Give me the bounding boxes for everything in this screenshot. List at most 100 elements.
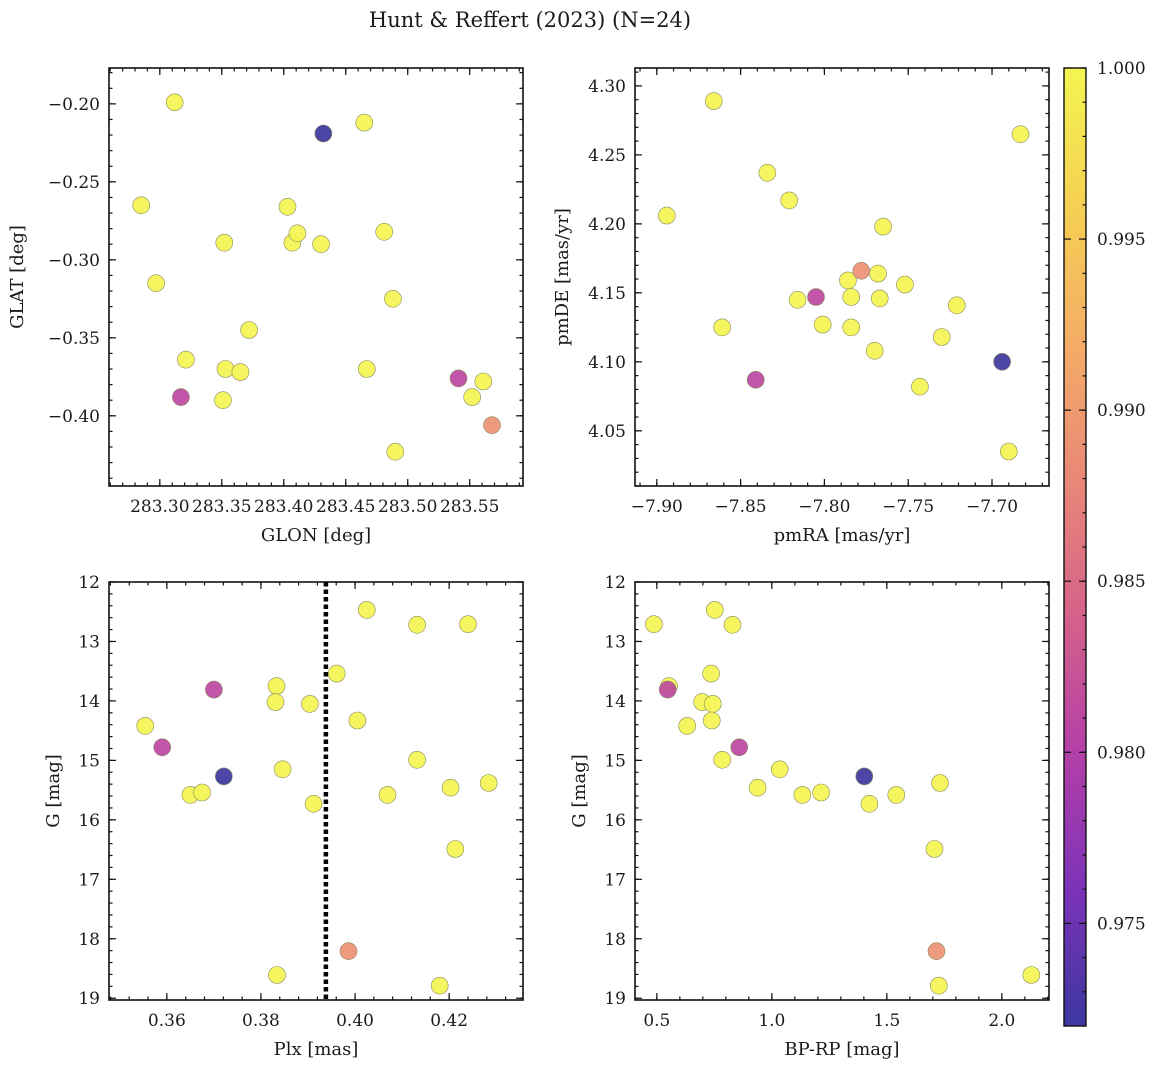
points-pmra-pmde (657, 92, 1030, 461)
colorbar-tick-label: 0.985 (1097, 572, 1146, 592)
data-point (357, 360, 376, 378)
data-point (887, 786, 906, 804)
data-point (855, 767, 874, 786)
x-tick-label: −7.90 (631, 497, 683, 517)
data-point (993, 352, 1011, 371)
data-point (658, 680, 677, 699)
data-point (268, 966, 286, 984)
data-point (430, 976, 449, 995)
data-point (231, 363, 250, 381)
data-point (865, 341, 884, 360)
x-tick-label: 0.38 (242, 1011, 280, 1031)
x-tick-label: 0.42 (430, 1011, 468, 1031)
data-point (375, 223, 394, 241)
y-axis-label: G [mag] (43, 754, 64, 827)
ticks-pmra-pmde: −7.90 −7.85 −7.80 −7.75 −7.70 4.05 4.10 4.15 4.2… (588, 68, 1049, 517)
data-point (1022, 966, 1041, 984)
data-point (348, 711, 367, 730)
data-point (459, 615, 477, 634)
y-tick-label: 14 (604, 692, 626, 712)
data-point (860, 794, 879, 813)
y-tick-label: 4.30 (588, 77, 626, 97)
y-tick-label: −0.35 (48, 329, 100, 349)
data-point (386, 442, 405, 461)
ticks-bprp-g: 0.5 1.0 1.5 2.0 12 13 14 15 16 17 18 19 (604, 573, 1049, 1031)
y-tick-label: 4.15 (588, 284, 626, 304)
data-point (645, 615, 663, 634)
x-tick-label: 2.0 (988, 1011, 1015, 1031)
data-point (703, 695, 722, 713)
data-point (441, 778, 460, 797)
data-point (339, 942, 358, 961)
data-point (357, 601, 376, 619)
data-point (842, 318, 861, 337)
data-point (780, 191, 799, 210)
x-tick-label: −7.70 (966, 497, 1018, 517)
y-tick-label: 4.25 (588, 146, 626, 166)
x-axis-label: GLON [deg] (261, 525, 371, 546)
y-tick-label: 4.05 (588, 422, 626, 442)
x-tick-label: 283.45 (316, 497, 375, 517)
data-point (446, 840, 465, 858)
x-tick-label: 0.40 (336, 1011, 374, 1031)
data-point (215, 233, 234, 252)
data-point (312, 235, 330, 253)
data-point (705, 601, 724, 619)
colorbar-tick-label: 0.980 (1097, 743, 1146, 763)
data-point (927, 942, 946, 961)
panel-plx-g: 0.36 0.38 0.40 0.42 12 13 14 15 16 17 18 19 Plx [ma… (43, 573, 524, 1060)
data-point (702, 664, 720, 683)
y-tick-label: 4.20 (588, 215, 626, 235)
data-point (842, 288, 861, 306)
data-point (214, 391, 232, 410)
data-point (947, 296, 966, 315)
x-tick-label: 1.5 (873, 1011, 900, 1031)
y-tick-label: 16 (604, 811, 626, 831)
y-tick-label: 13 (604, 632, 626, 652)
data-point (165, 93, 184, 112)
data-point (748, 778, 767, 797)
data-point (193, 783, 211, 802)
points-plx-g (136, 582, 498, 1000)
ticks-glon-glat: 283.30 283.35 283.40 283.45 283.50 283.55 −0.4… (48, 68, 523, 517)
data-point (713, 318, 732, 337)
x-tick-label: −7.75 (882, 497, 934, 517)
data-point (278, 198, 297, 216)
y-axis-label: pmDE [mas/yr] (552, 208, 573, 346)
data-point (911, 377, 929, 396)
colorbar-ticks: 0.975 0.980 0.985 0.990 0.995 1.000 (1064, 59, 1146, 1027)
data-point (869, 264, 887, 283)
data-point (288, 224, 307, 243)
data-point (788, 290, 807, 309)
x-tick-label: 283.55 (440, 497, 499, 517)
data-point (215, 767, 233, 786)
plot-frame (634, 67, 1050, 487)
y-tick-label: 12 (78, 573, 100, 593)
data-point (378, 786, 397, 804)
points-bprp-g (645, 601, 1041, 995)
data-point (147, 274, 165, 293)
data-point (657, 206, 676, 225)
y-tick-label: 15 (78, 751, 100, 771)
data-point (746, 370, 765, 389)
x-tick-label: 283.50 (378, 497, 437, 517)
data-point (925, 840, 944, 858)
data-point (870, 289, 889, 308)
data-point (314, 124, 333, 143)
y-axis-label: GLAT [deg] (7, 225, 28, 329)
panel-glon-glat: 283.30 283.35 283.40 283.45 283.50 283.55 −0.4… (7, 67, 524, 546)
data-point (216, 360, 235, 378)
data-point (874, 217, 892, 236)
data-point (793, 786, 812, 804)
y-tick-label: 4.10 (588, 353, 626, 373)
y-tick-label: 14 (78, 692, 100, 712)
data-point (474, 372, 493, 391)
points-glon-glat (132, 93, 501, 461)
y-tick-label: 18 (604, 930, 626, 950)
data-point (273, 760, 292, 779)
y-tick-label: 15 (604, 751, 626, 771)
colorbar: 0.975 0.980 0.985 0.990 0.995 1.000 (1063, 59, 1146, 1027)
data-point (483, 416, 501, 435)
plot-frame (634, 581, 1050, 1001)
